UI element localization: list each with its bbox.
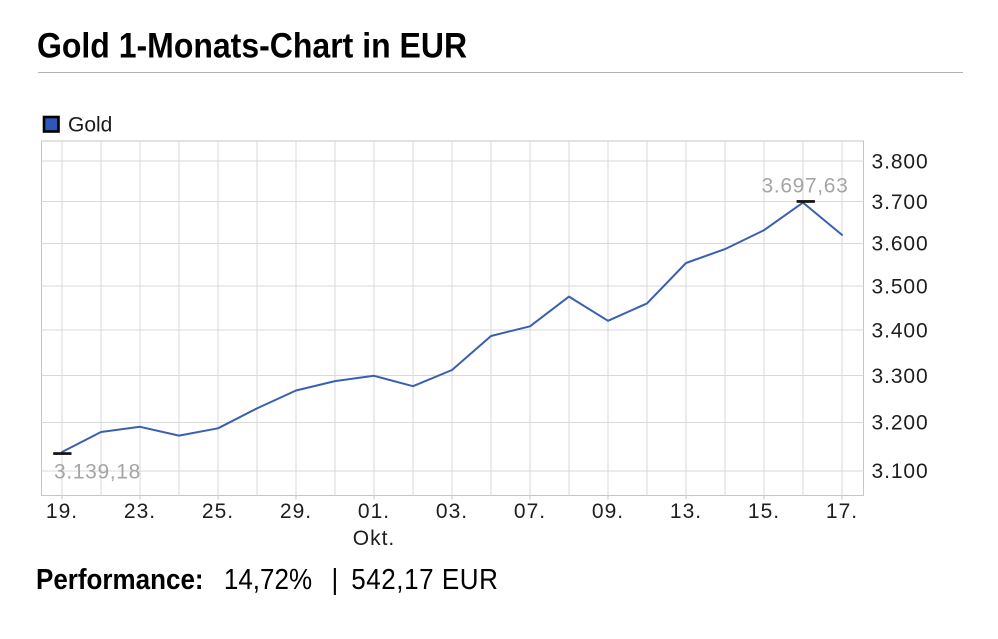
svg-text:Gold 1-Monats-Chart in EUR: Gold 1-Monats-Chart in EUR xyxy=(37,27,467,66)
svg-text:3.139,18: 3.139,18 xyxy=(54,460,141,483)
svg-text:542,17 EUR: 542,17 EUR xyxy=(351,563,498,595)
svg-text:15.: 15. xyxy=(748,500,780,523)
svg-text:23.: 23. xyxy=(124,500,156,523)
svg-text:Performance:: Performance: xyxy=(36,563,204,595)
svg-text:14,72%: 14,72% xyxy=(224,563,312,595)
svg-text:03.: 03. xyxy=(436,500,468,523)
svg-text:29.: 29. xyxy=(280,500,312,523)
svg-text:3.800: 3.800 xyxy=(872,150,929,173)
svg-text:3.700: 3.700 xyxy=(872,191,929,214)
svg-text:3.600: 3.600 xyxy=(872,233,929,256)
svg-text:Okt.: Okt. xyxy=(353,527,396,550)
svg-text:Gold: Gold xyxy=(68,114,112,137)
svg-text:13.: 13. xyxy=(670,500,702,523)
svg-text:3.200: 3.200 xyxy=(872,412,929,435)
svg-text:25.: 25. xyxy=(202,500,234,523)
svg-text:3.500: 3.500 xyxy=(872,275,929,298)
svg-text:17.: 17. xyxy=(826,500,858,523)
svg-text:09.: 09. xyxy=(592,500,624,523)
svg-text:3.400: 3.400 xyxy=(872,319,929,342)
svg-text:07.: 07. xyxy=(514,500,546,523)
svg-text:3.300: 3.300 xyxy=(872,365,929,388)
svg-text:3.100: 3.100 xyxy=(872,460,929,483)
svg-text:01.: 01. xyxy=(358,500,390,523)
svg-text:|: | xyxy=(332,563,339,595)
svg-text:19.: 19. xyxy=(46,500,78,523)
svg-text:3.697,63: 3.697,63 xyxy=(762,175,849,198)
